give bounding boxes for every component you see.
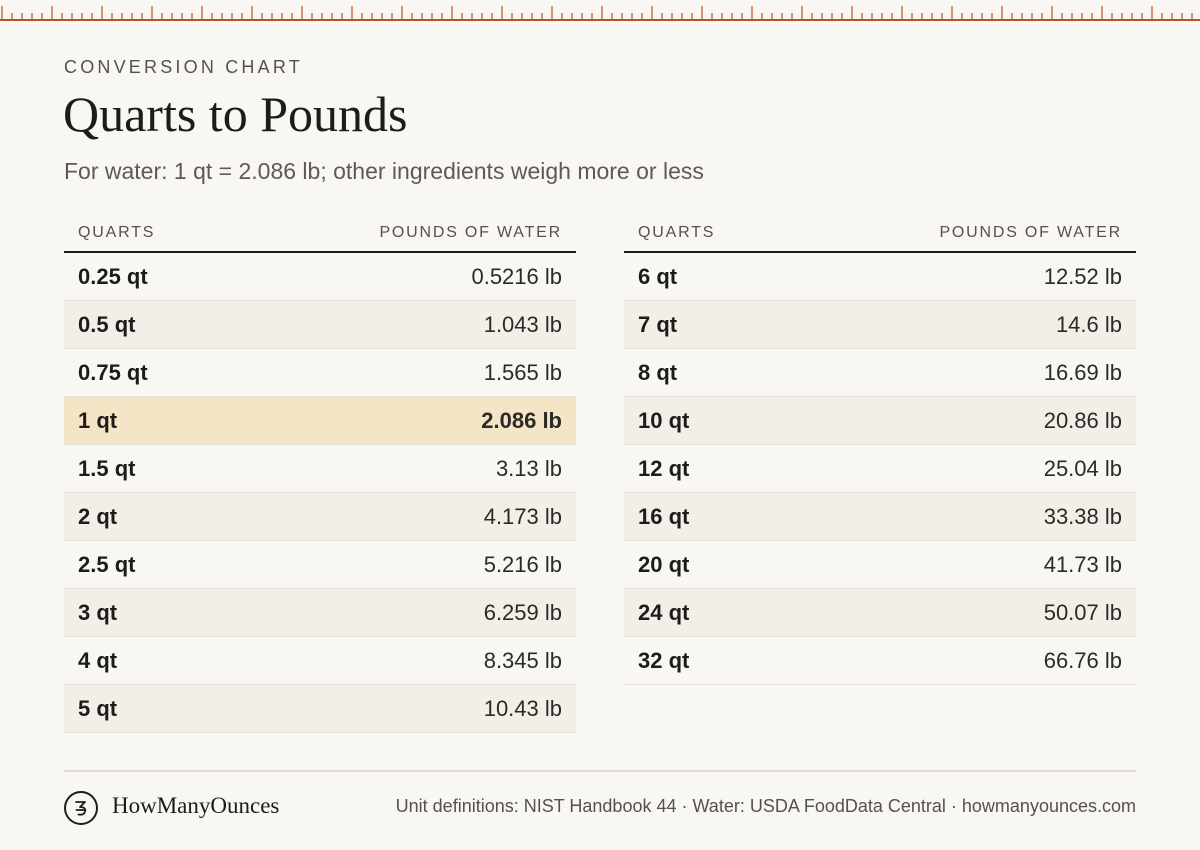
- table-row: 5 qt 10.43 lb: [64, 684, 576, 733]
- quarts-cell: 4 qt: [64, 636, 235, 685]
- quarts-cell: 5 qt: [64, 684, 235, 733]
- quarts-cell: 0.75 qt: [64, 348, 235, 397]
- table-row: 12 qt 25.04 lb: [624, 444, 1136, 493]
- quarts-cell: 10 qt: [624, 396, 795, 445]
- pounds-cell: 25.04 lb: [794, 444, 1136, 493]
- table-row-highlighted: 1 qt 2.086 lb: [64, 396, 576, 445]
- source-credits: Unit definitions: NIST Handbook 44 · Wat…: [395, 796, 1136, 816]
- ruler-decoration: [0, 6, 1200, 21]
- pounds-cell: 12.52 lb: [794, 252, 1136, 301]
- quarts-cell: 16 qt: [624, 492, 795, 541]
- pounds-cell: 41.73 lb: [794, 540, 1136, 589]
- table-row: 0.75 qt 1.565 lb: [64, 348, 576, 397]
- pounds-cell: 33.38 lb: [794, 492, 1136, 541]
- column-header-quarts: QUARTS: [624, 214, 795, 253]
- table-row: 1.5 qt 3.13 lb: [64, 444, 576, 493]
- table-header-row: QUARTS POUNDS OF WATER: [64, 214, 576, 253]
- pounds-cell: 20.86 lb: [794, 396, 1136, 445]
- quarts-cell: 6 qt: [624, 252, 795, 301]
- quarts-cell: 12 qt: [624, 444, 795, 493]
- pounds-cell: 50.07 lb: [794, 588, 1136, 637]
- quarts-cell: 0.25 qt: [64, 252, 235, 301]
- pounds-cell: 10.43 lb: [234, 684, 576, 733]
- page-title: Quarts to Pounds: [63, 86, 408, 142]
- table-row: 7 qt 14.6 lb: [624, 300, 1136, 349]
- quarts-cell: 2 qt: [64, 492, 235, 541]
- footer-divider: [64, 770, 1136, 772]
- table-row: 10 qt 20.86 lb: [624, 396, 1136, 445]
- table-row: 2.5 qt 5.216 lb: [64, 540, 576, 589]
- pounds-cell: 4.173 lb: [234, 492, 576, 541]
- conversion-table-right: QUARTS POUNDS OF WATER 6 qt 12.52 lb 7 qt…: [624, 214, 1136, 685]
- quarts-cell: 0.5 qt: [64, 300, 235, 349]
- pounds-cell: 0.5216 lb: [234, 252, 576, 301]
- column-header-pounds: POUNDS OF WATER: [794, 214, 1136, 253]
- pounds-cell: 2.086 lb: [234, 396, 576, 445]
- quarts-cell: 7 qt: [624, 300, 795, 349]
- pounds-cell: 14.6 lb: [794, 300, 1136, 349]
- conversion-table-left: QUARTS POUNDS OF WATER 0.25 qt 0.5216 lb …: [64, 214, 576, 733]
- table-row: 0.5 qt 1.043 lb: [64, 300, 576, 349]
- quarts-cell: 32 qt: [624, 636, 795, 685]
- table-row: 6 qt 12.52 lb: [624, 252, 1136, 301]
- quarts-cell: 1 qt: [64, 396, 235, 445]
- quarts-cell: 8 qt: [624, 348, 795, 397]
- page-subtitle: For water: 1 qt = 2.086 lb; other ingred…: [64, 158, 704, 184]
- pounds-cell: 66.76 lb: [794, 636, 1136, 685]
- quarts-cell: 1.5 qt: [64, 444, 235, 493]
- table-row: 8 qt 16.69 lb: [624, 348, 1136, 397]
- pounds-cell: 8.345 lb: [234, 636, 576, 685]
- brand-name: HowManyOunces: [112, 793, 280, 818]
- table-row: 16 qt 33.38 lb: [624, 492, 1136, 541]
- table-row: 2 qt 4.173 lb: [64, 492, 576, 541]
- table-header-row: QUARTS POUNDS OF WATER: [624, 214, 1136, 253]
- column-header-pounds: POUNDS OF WATER: [234, 214, 576, 253]
- quarts-cell: 20 qt: [624, 540, 795, 589]
- quarts-cell: 3 qt: [64, 588, 235, 637]
- table-row: 20 qt 41.73 lb: [624, 540, 1136, 589]
- table-row: 0.25 qt 0.5216 lb: [64, 252, 576, 301]
- pounds-cell: 16.69 lb: [794, 348, 1136, 397]
- pounds-cell: 1.043 lb: [234, 300, 576, 349]
- pounds-cell: 5.216 lb: [234, 540, 576, 589]
- pounds-cell: 6.259 lb: [234, 588, 576, 637]
- pounds-cell: 1.565 lb: [234, 348, 576, 397]
- table-row: 32 qt 66.76 lb: [624, 636, 1136, 685]
- pounds-cell: 3.13 lb: [234, 444, 576, 493]
- table-row: 24 qt 50.07 lb: [624, 588, 1136, 637]
- ounce-glyph-icon: [64, 791, 98, 825]
- column-header-quarts: QUARTS: [64, 214, 235, 253]
- eyebrow-label: CONVERSION CHART: [64, 57, 303, 77]
- quarts-cell: 2.5 qt: [64, 540, 235, 589]
- table-row: 3 qt 6.259 lb: [64, 588, 576, 637]
- quarts-cell: 24 qt: [624, 588, 795, 637]
- table-row: 4 qt 8.345 lb: [64, 636, 576, 685]
